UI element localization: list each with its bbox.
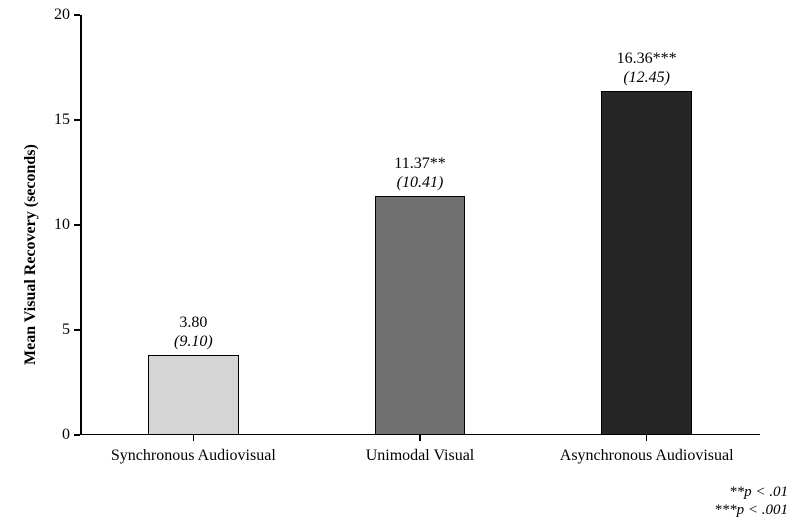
significance-footnote: **p < .01***p < .001 xyxy=(714,483,788,521)
bar-value-label: 3.80(9.10) xyxy=(123,313,263,351)
y-tick xyxy=(74,119,80,121)
bar-value-label: 11.37**(10.41) xyxy=(350,154,490,192)
x-tick xyxy=(419,435,421,441)
y-tick xyxy=(74,14,80,16)
bar xyxy=(601,91,692,435)
x-tick xyxy=(646,435,648,441)
bar xyxy=(375,196,466,435)
y-axis-label: Mean Visual Recovery (seconds) xyxy=(22,144,40,365)
bar-chart-figure: Mean Visual Recovery (seconds) **p < .01… xyxy=(0,0,800,528)
x-category-label: Synchronous Audiovisual xyxy=(83,447,303,465)
x-category-label: Unimodal Visual xyxy=(310,447,530,465)
x-category-label: Asynchronous Audiovisual xyxy=(537,447,757,465)
y-tick-label: 15 xyxy=(40,112,70,128)
bar-value-label: 16.36***(12.45) xyxy=(577,49,717,87)
y-tick xyxy=(74,224,80,226)
y-tick-label: 0 xyxy=(40,427,70,443)
y-tick xyxy=(74,434,80,436)
y-tick xyxy=(74,329,80,331)
y-axis-line xyxy=(80,15,82,435)
x-tick xyxy=(193,435,195,441)
y-tick-label: 5 xyxy=(40,322,70,338)
y-tick-label: 20 xyxy=(40,7,70,23)
y-tick-label: 10 xyxy=(40,217,70,233)
bar xyxy=(148,355,239,435)
